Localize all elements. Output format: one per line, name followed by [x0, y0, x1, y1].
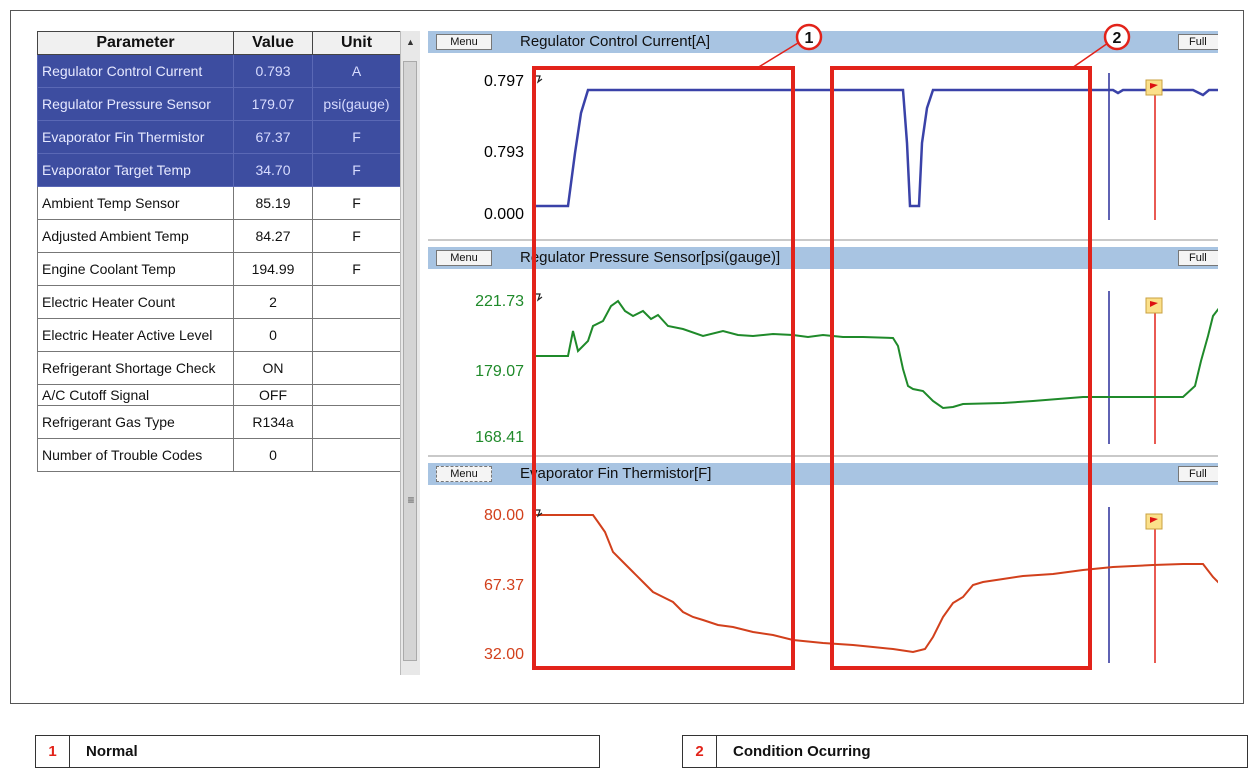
series-line: [533, 514, 1218, 654]
param-name-cell: Ambient Temp Sensor: [37, 186, 234, 220]
full-button[interactable]: Full: [1178, 250, 1218, 266]
table-scrollbar[interactable]: ▲ ≡: [400, 31, 420, 675]
legend-number: 2: [683, 736, 717, 767]
param-value-cell: 2: [233, 285, 313, 319]
table-row[interactable]: Evaporator Target Temp 34.70 F: [37, 153, 401, 187]
param-value-cell: 179.07: [233, 87, 313, 121]
callout-leader-line: [1071, 42, 1109, 69]
param-unit-cell: F: [312, 120, 401, 154]
y-min-label: 32.00: [483, 646, 524, 663]
table-row[interactable]: Regulator Control Current 0.793 A: [37, 54, 401, 88]
y-mid-label: 67.37: [483, 577, 524, 594]
flag-icon: [1150, 301, 1158, 307]
graph-panel-evaporator-fin: Menu Evaporator Fin Thermistor[F] Full 8…: [428, 463, 1218, 675]
callout-leader-line: [756, 42, 799, 69]
graph-area: Menu Regulator Control Current[A] Full 0…: [428, 31, 1218, 675]
column-header-parameter[interactable]: Parameter: [37, 31, 234, 55]
panel-divider[interactable]: [428, 239, 1218, 241]
table-row[interactable]: Refrigerant Shortage Check ON: [37, 351, 401, 385]
y-mid-label: 0.793: [483, 144, 524, 161]
full-button[interactable]: Full: [1178, 34, 1218, 50]
y-min-label: 0.000: [483, 206, 524, 223]
param-name-cell: Regulator Control Current: [37, 54, 234, 88]
y-max-label: 80.00: [483, 507, 524, 524]
panel-title: Regulator Pressure Sensor[psi(gauge)]: [520, 249, 781, 266]
plot-area[interactable]: [533, 291, 1218, 455]
table-row[interactable]: Electric Heater Active Level 0: [37, 318, 401, 352]
y-max-label: 221.73: [475, 293, 524, 310]
panel-divider[interactable]: [428, 455, 1218, 457]
y-max-label: 0.797: [483, 73, 524, 90]
splitter-grip-icon[interactable]: ≡: [407, 493, 415, 507]
plot-area[interactable]: [533, 73, 1218, 233]
param-unit-cell: [312, 405, 401, 439]
callout-number: 1: [805, 30, 814, 47]
highlight-box-condition: [830, 66, 1092, 670]
plot-area[interactable]: [533, 507, 1218, 675]
legend-item-normal: 1 Normal: [35, 735, 600, 768]
panel-title: Evaporator Fin Thermistor[F]: [520, 465, 712, 482]
legend-item-condition: 2 Condition Ocurring: [682, 735, 1248, 768]
column-header-value[interactable]: Value: [233, 31, 313, 55]
panel-header: Menu Regulator Pressure Sensor[psi(gauge…: [428, 247, 1218, 269]
param-unit-cell: F: [312, 153, 401, 187]
scroll-thumb[interactable]: [403, 61, 417, 661]
param-name-cell: Number of Trouble Codes: [37, 438, 234, 472]
graph-panel-regulator-pressure: Menu Regulator Pressure Sensor[psi(gauge…: [428, 247, 1218, 455]
column-header-unit[interactable]: Unit: [312, 31, 401, 55]
table-row[interactable]: Adjusted Ambient Temp 84.27 F: [37, 219, 401, 253]
param-name-cell: Regulator Pressure Sensor: [37, 87, 234, 121]
panel-title: Regulator Control Current[A]: [520, 33, 711, 50]
scroll-up-arrow-icon[interactable]: ▲: [406, 37, 415, 47]
param-value-cell: 0: [233, 318, 313, 352]
param-name-cell: Electric Heater Active Level: [37, 318, 234, 352]
param-value-cell: 67.37: [233, 120, 313, 154]
param-name-cell: Engine Coolant Temp: [37, 252, 234, 286]
callout-circle-icon: [1103, 23, 1131, 51]
param-unit-cell: [312, 318, 401, 352]
param-unit-cell: A: [312, 54, 401, 88]
panel-header: Menu Evaporator Fin Thermistor[F] Full: [428, 463, 1218, 485]
table-row[interactable]: Evaporator Fin Thermistor 67.37 F: [37, 120, 401, 154]
callout-number: 2: [1113, 30, 1122, 47]
y-mid-label: 179.07: [475, 363, 524, 380]
param-value-cell: 194.99: [233, 252, 313, 286]
full-button[interactable]: Full: [1178, 466, 1218, 482]
table-row[interactable]: Ambient Temp Sensor 85.19 F: [37, 186, 401, 220]
cursor-pin-icon: [536, 293, 543, 302]
table-row[interactable]: Refrigerant Gas Type R134a: [37, 405, 401, 439]
legend-label: Normal: [86, 743, 138, 760]
param-value-cell: 0: [233, 438, 313, 472]
parameter-table: Parameter Value Unit Regulator Control C…: [37, 31, 401, 472]
cursor-pin-icon: [536, 75, 543, 84]
menu-button[interactable]: Menu: [436, 250, 492, 266]
y-min-label: 168.41: [475, 429, 524, 446]
graph-panel-regulator-current: Menu Regulator Control Current[A] Full 0…: [428, 31, 1218, 239]
param-unit-cell: [312, 351, 401, 385]
param-unit-cell: [312, 285, 401, 319]
series-line: [533, 299, 1218, 410]
panel-header: Menu Regulator Control Current[A] Full: [428, 31, 1218, 53]
legend-label: Condition Ocurring: [733, 743, 871, 760]
param-unit-cell: F: [312, 186, 401, 220]
param-value-cell: OFF: [233, 384, 313, 406]
param-unit-cell: [312, 438, 401, 472]
param-value-cell: 0.793: [233, 54, 313, 88]
cursor-pin-icon: [536, 509, 543, 518]
param-value-cell: 34.70: [233, 153, 313, 187]
highlight-box-normal: [532, 66, 795, 670]
param-value-cell: ON: [233, 351, 313, 385]
table-header-row: Parameter Value Unit: [37, 31, 401, 55]
flag-icon: [1150, 83, 1158, 89]
callout-circle-icon: [795, 23, 823, 51]
legend-number: 1: [36, 736, 70, 767]
param-name-cell: Refrigerant Shortage Check: [37, 351, 234, 385]
flag-icon: [1150, 517, 1158, 523]
menu-button[interactable]: Menu: [436, 34, 492, 50]
series-line: [533, 88, 1218, 208]
table-row[interactable]: Number of Trouble Codes 0: [37, 438, 401, 472]
menu-button[interactable]: Menu: [436, 466, 492, 482]
